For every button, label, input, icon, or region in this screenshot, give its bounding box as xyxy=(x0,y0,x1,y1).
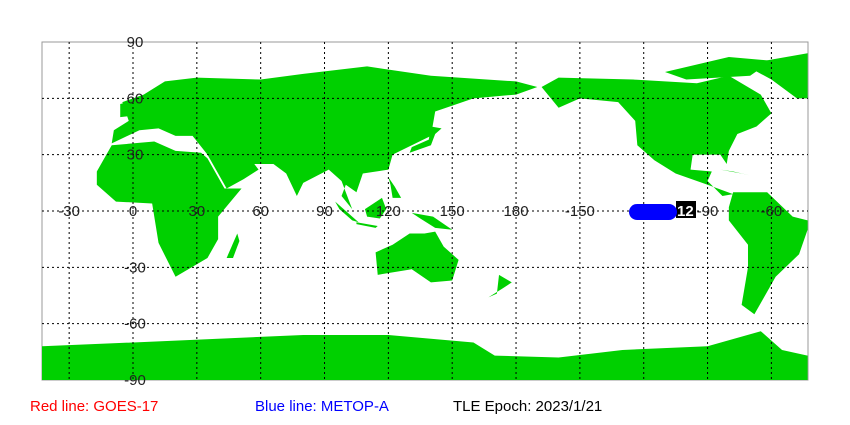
land-samerica xyxy=(728,192,808,315)
lat-label: -30 xyxy=(124,259,146,276)
lat-label: -60 xyxy=(124,316,146,333)
lon-label: -60 xyxy=(761,203,783,220)
satellite-label-box xyxy=(676,201,696,218)
land-nz xyxy=(488,274,512,298)
graticule xyxy=(42,42,808,380)
lon-label: -30 xyxy=(58,203,80,220)
lon-label: 30 xyxy=(188,203,205,220)
satellite-position-dots xyxy=(629,204,677,220)
land-namerica xyxy=(541,75,772,196)
land-antarctica xyxy=(42,331,808,380)
lon-label: 0 xyxy=(129,203,137,220)
legend-red-line: Red line: GOES-17 xyxy=(30,398,159,415)
lon-label: 120 xyxy=(376,203,401,220)
lat-label: 60 xyxy=(127,90,144,107)
land-madagascar xyxy=(226,233,240,258)
satellite-label: 12 xyxy=(677,203,694,220)
satellite-track-marker: 12 xyxy=(629,201,696,220)
legend-blue-line: Blue line: METOP-A xyxy=(255,398,389,415)
land-greenland xyxy=(743,53,808,99)
land-borneo xyxy=(364,197,387,219)
lat-label: -90 xyxy=(124,372,146,389)
land-sumatra xyxy=(335,201,359,223)
lon-label: 90 xyxy=(316,203,333,220)
land-africa xyxy=(96,141,242,277)
lat-label: 90 xyxy=(127,34,144,51)
lon-label: -150 xyxy=(565,203,595,220)
lon-label: 150 xyxy=(440,203,465,220)
land-arctic xyxy=(665,57,772,80)
lon-label: 60 xyxy=(252,203,269,220)
land-australia xyxy=(375,231,459,283)
legend-tle-epoch: TLE Epoch: 2023/1/21 xyxy=(453,398,603,415)
lon-label: 180 xyxy=(504,203,529,220)
land-png xyxy=(411,212,453,230)
land-japan xyxy=(409,126,442,153)
landmasses xyxy=(42,53,808,380)
lat-label: 30 xyxy=(127,147,144,164)
land-phil xyxy=(388,177,402,198)
land-java xyxy=(356,222,378,228)
lon-label: -90 xyxy=(697,203,719,220)
